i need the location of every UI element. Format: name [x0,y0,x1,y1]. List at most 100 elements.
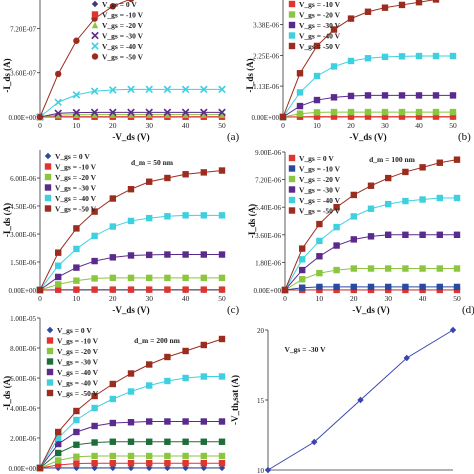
data-point [402,231,409,238]
y-tick-label: 4.00E-06 [10,405,36,413]
data-point [367,205,375,212]
data-point [182,347,189,355]
data-point [350,236,357,243]
data-point [182,274,189,282]
data-point [449,108,457,116]
data-point [347,15,355,22]
data-point [145,85,153,94]
data-point [127,286,135,293]
data-point [364,55,372,62]
series-5 [36,0,135,121]
y-tick-label: 2.00E-06 [10,435,36,443]
data-point [385,231,392,238]
data-point [357,396,364,404]
data-point [164,438,171,445]
legend-label: V_gs = -40 V [57,368,99,377]
x-tick-label: 40 [182,294,190,303]
data-point [36,113,44,121]
data-point [146,214,153,222]
data-point [333,242,340,249]
x-tick-label: 0 [38,121,42,130]
series-1 [36,286,226,294]
data-point [279,113,287,121]
data-point [218,460,226,467]
y-tick-label: 3.60E-06 [255,232,281,240]
data-point [385,200,392,208]
y-tick-label: 7.20E-06 [255,177,281,185]
data-point [127,111,135,118]
legend-swatch [46,326,54,334]
legend-label: V_gs = -10 V [57,337,99,346]
legend-label: V_gs = -10 V [299,165,341,174]
data-point [164,452,171,460]
data-point [146,361,153,368]
legend-label: V_gs = -40 V [102,42,144,51]
legend-swatch [44,184,52,191]
data-point [127,186,135,193]
y-tick-label: 0.00E+00 [252,114,280,122]
data-point [296,70,304,77]
legend-label: V_gs = -20 V [102,21,144,30]
x-tick-label: 10 [316,294,324,303]
data-point [127,85,135,94]
data-point [367,233,375,240]
data-point [109,419,116,427]
data-point [200,108,208,117]
data-point [109,254,116,261]
legend-label: V_gs = -20 V [299,175,341,184]
x-tick-label: 0 [38,294,42,303]
y-tick-label: 1.00E-05 [10,315,36,323]
data-point [73,264,80,271]
data-point [127,217,135,225]
data-point [419,265,426,272]
data-point [146,286,153,293]
data-point [127,0,135,3]
x-tick-label: 10 [73,294,81,303]
data-point [403,354,410,362]
legend: V_gs = 0 V V_gs = -10 VV_gs = -20 V V_gs =… [91,0,144,62]
data-point [73,245,80,253]
data-point [146,178,153,185]
legend-swatch [288,186,296,193]
data-point [90,87,99,95]
legend-swatch [288,207,296,214]
data-point [164,251,171,258]
panel-label: (d) [462,304,474,316]
legend-swatch [288,11,296,18]
data-point [200,460,207,467]
data-point [385,265,392,272]
legend-swatch [44,163,52,170]
data-point [330,26,338,33]
data-point [109,395,116,403]
data-point [299,276,306,283]
data-point [415,0,423,6]
data-point [91,392,98,400]
data-point [385,174,392,182]
panel-annotation: d_m = 100 nm [369,155,415,164]
data-point [347,113,355,120]
data-point [127,419,135,426]
legend-label: V_gs = -10 V [55,163,97,172]
data-point [449,113,457,120]
data-point [453,231,461,238]
y-axis-title: -I_ds (A) [245,58,255,92]
data-point [350,265,357,272]
data-point [313,42,321,50]
data-point [218,418,226,425]
y-tick-label: 15 [257,397,265,405]
legend-swatch [44,205,52,212]
data-point [299,256,306,263]
legend-swatch [91,31,99,40]
data-point [415,52,423,60]
data-point [333,204,340,211]
legend-label: V_gs = 0 V [55,152,90,161]
data-point [91,452,98,460]
data-point [200,438,207,445]
data-point [453,265,461,272]
data-point [402,283,409,291]
data-point [398,113,406,120]
y-tick-label: 6.00E-06 [10,375,36,383]
legend-label: V_gs = -10 V [102,11,144,20]
y-tick-label: 1.80E-06 [255,259,281,267]
data-point [347,108,355,116]
